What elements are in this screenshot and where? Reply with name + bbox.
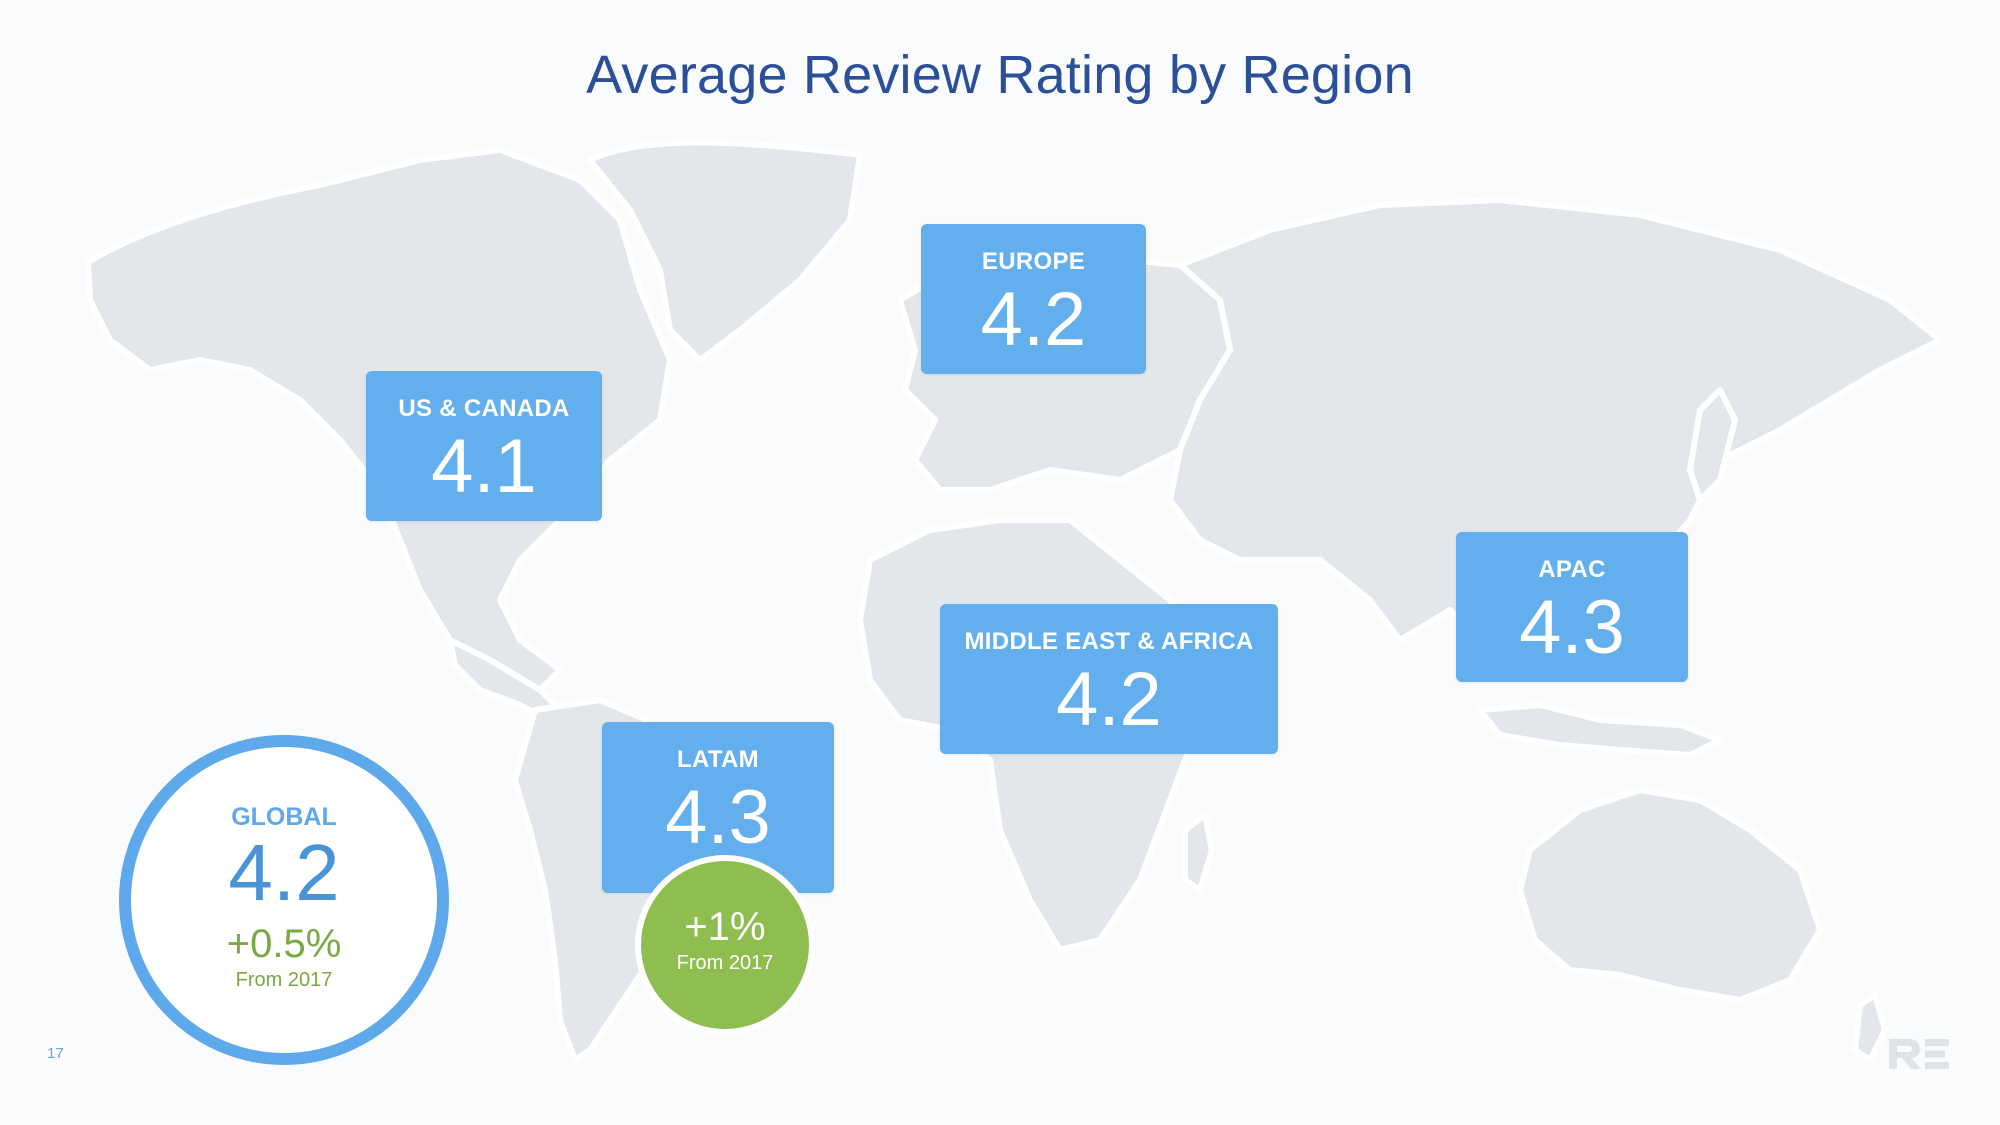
region-name: MIDDLE EAST & AFRICA [964,628,1254,655]
region-rating: 4.1 [431,424,537,509]
region-name: EUROPE [981,248,1086,275]
greenland-landmass [587,139,863,363]
region-name: APAC [1538,556,1606,583]
latam-change-note: From 2017 [676,952,774,974]
indonesia-landmass [1477,702,1723,758]
region-card-middle-east-africa: MIDDLE EAST & AFRICA 4.2 [940,604,1278,754]
japan-landmass [1687,387,1738,503]
region-rating: 4.3 [1519,585,1625,670]
global-change-note: From 2017 [235,969,333,991]
global-label: GLOBAL [231,803,337,831]
region-rating: 4.3 [665,775,771,860]
latam-change-value: +1% [684,905,766,949]
global-rating: 4.2 [228,828,340,917]
new-zealand-landmass [1852,992,1888,1063]
australia-landmass [1517,787,1823,1003]
region-rating: 4.2 [1056,657,1162,742]
region-card-apac: APAC 4.3 [1456,532,1688,682]
region-card-europe: EUROPE 4.2 [921,224,1146,374]
re-logo-icon [1889,1039,1949,1069]
page-number: 17 [47,1045,64,1062]
madagascar-landmass [1182,812,1215,893]
latam-change-badge: +1% From 2017 [635,855,815,1035]
global-rating-circle: GLOBAL 4.2 +0.5% From 2017 [119,735,449,1065]
region-name: LATAM [677,746,759,773]
region-card-us-canada: US & CANADA 4.1 [366,371,602,521]
region-name: US & CANADA [398,395,570,422]
global-change-value: +0.5% [226,922,342,966]
page-title: Average Review Rating by Region [586,45,1414,105]
region-rating: 4.2 [980,277,1087,362]
